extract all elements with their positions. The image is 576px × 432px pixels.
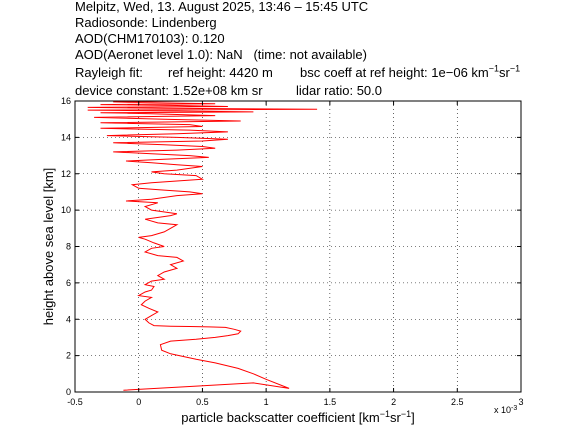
- y-tick-label: 2: [66, 351, 71, 361]
- x-tick-label: 3: [518, 397, 523, 407]
- bsc-coeff-prefix: bsc coeff at ref height: 1e−06 km: [300, 65, 489, 80]
- x-axis-label-part: ]: [411, 410, 415, 425]
- aod-aeronet-label: AOD(Aeronet level 1.0): NaN (time: not a…: [75, 47, 367, 62]
- x-tick-label: 1.5: [324, 397, 337, 407]
- y-tick-label: 16: [61, 96, 71, 106]
- x-tick-label: 0.5: [196, 397, 209, 407]
- y-tick-label: 14: [61, 132, 71, 142]
- x-tick-label: 1: [264, 397, 269, 407]
- device-row: device constant: 1.52e+08 km sr lidar ra…: [75, 84, 382, 126]
- x-tick-label: -0.5: [67, 397, 83, 407]
- x-multiplier-base: x 10: [494, 405, 511, 415]
- aod-chm-label: AOD(CHM170103): 0.120: [75, 31, 225, 46]
- backscatter-profile-line: [87, 101, 318, 391]
- y-axis-label: height above sea level [km]: [41, 168, 56, 326]
- x-tick-label: 0: [136, 397, 141, 407]
- device-constant-label: device constant: 1.52e+08 km sr: [75, 83, 263, 98]
- bsc-coeff-label: bsc coeff at ref height: 1e−06 km−1sr−1: [300, 63, 521, 80]
- x-multiplier-label: x 10-3: [494, 405, 517, 415]
- rayleigh-fit-row: Rayleigh fit: ref height: 4420 m bsc coe…: [75, 64, 520, 122]
- y-tick-label: 6: [66, 278, 71, 288]
- lidar-ratio-label: lidar ratio: 50.0: [296, 83, 382, 98]
- radiosonde-label: Radiosonde: Lindenberg: [75, 15, 217, 30]
- y-tick-label: 8: [66, 242, 71, 252]
- plot-area: [75, 101, 521, 392]
- bsc-coeff-mid: sr: [499, 65, 510, 80]
- x-axis-label-sup: −1: [380, 409, 390, 419]
- y-tick-label: 10: [61, 205, 71, 215]
- x-axis-label-part: sr: [390, 410, 402, 425]
- bsc-coeff-sup1: −1: [488, 63, 500, 74]
- ref-height-label: ref height: 4420 m: [168, 65, 273, 80]
- x-tick-label: 2.5: [451, 397, 464, 407]
- x-tick-label: 2: [391, 397, 396, 407]
- title-location-date: Melpitz, Wed, 13. August 2025, 13:46 – 1…: [75, 0, 369, 14]
- x-axis-label: particle backscatter coefficient [km−1sr…: [181, 409, 414, 425]
- rayleigh-fit-label: Rayleigh fit:: [75, 65, 143, 80]
- y-tick-label: 0: [66, 387, 71, 397]
- bsc-coeff-sup2: −1: [509, 63, 521, 74]
- x-axis-label-sup: −1: [401, 409, 411, 419]
- y-tick-label: 4: [66, 314, 71, 324]
- y-tick-label: 12: [61, 169, 71, 179]
- x-multiplier-exp: -3: [511, 405, 517, 412]
- x-axis-label-part: particle backscatter coefficient [km: [181, 410, 379, 425]
